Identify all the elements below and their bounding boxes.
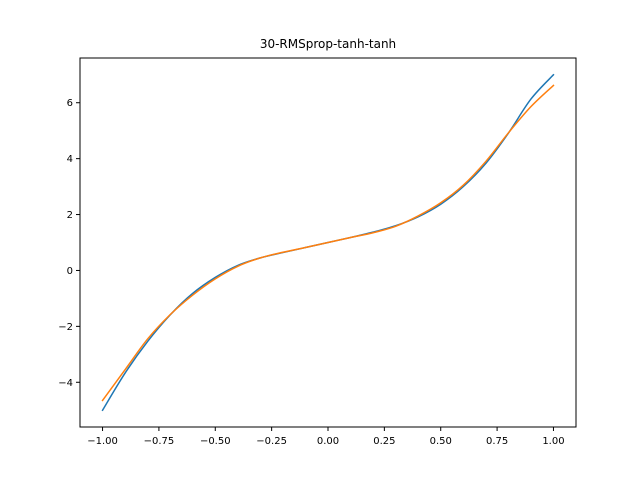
y-axis-ticks: −4 −2 0 2 4 6 (58, 98, 80, 389)
y-tick-label: −4 (58, 378, 73, 389)
x-tick-label: −0.50 (200, 436, 231, 447)
x-tick-label: 0.00 (317, 436, 339, 447)
x-tick-label: −0.25 (256, 436, 287, 447)
chart-title: 30-RMSprop-tanh-tanh (260, 37, 396, 51)
y-tick-label: 2 (67, 210, 73, 221)
x-tick-label: −1.00 (87, 436, 118, 447)
x-tick-label: −0.75 (144, 436, 175, 447)
plot-frame (79, 57, 577, 428)
x-tick-label: 0.25 (373, 436, 395, 447)
y-tick-label: 6 (67, 98, 73, 109)
series-layer (101, 73, 555, 412)
x-tick-label: 0.50 (430, 436, 452, 447)
y-tick-label: 4 (67, 154, 73, 165)
x-tick-label: 1.00 (542, 436, 564, 447)
y-tick-label: −2 (58, 322, 73, 333)
x-axis-ticks: −1.00 −0.75 −0.50 −0.25 0.00 0.25 0.50 0.75 1.00 (87, 427, 565, 447)
y-tick-label: 0 (67, 266, 73, 277)
series-line-2 (101, 84, 555, 402)
x-tick-label: 0.75 (486, 436, 508, 447)
